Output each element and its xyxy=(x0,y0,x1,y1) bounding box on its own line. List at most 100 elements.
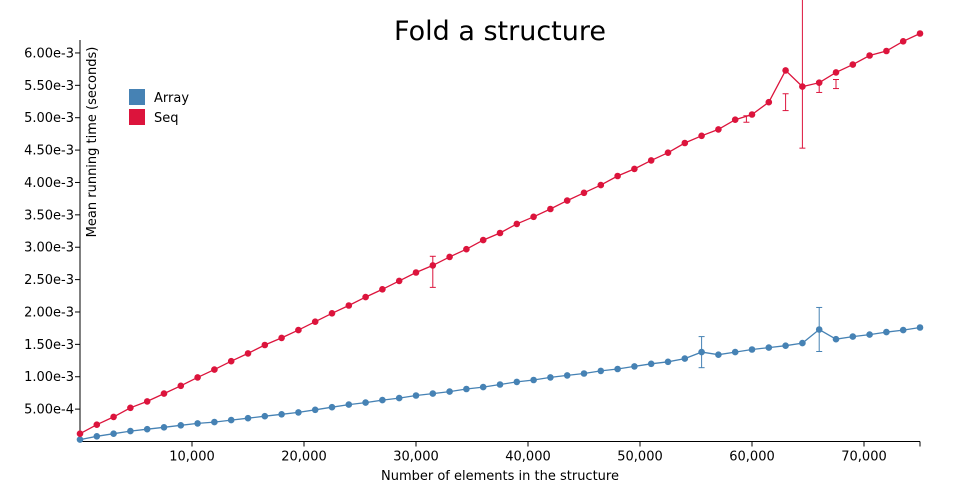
data-point-seq xyxy=(731,116,739,123)
x-tick-label: 60,000 xyxy=(729,450,775,465)
y-tick-label: 2.50e-3 xyxy=(24,273,74,288)
x-tick-label: 70,000 xyxy=(841,450,887,465)
data-point-array xyxy=(597,367,605,375)
data-point-array xyxy=(799,339,806,347)
data-point-array xyxy=(563,372,571,379)
data-point-array xyxy=(748,346,756,353)
data-point-seq xyxy=(244,350,252,357)
y-axis-label: Mean running time (seconds) xyxy=(85,47,100,238)
legend-label-seq: Seq xyxy=(154,111,179,126)
data-point-array xyxy=(631,363,638,370)
series-layer xyxy=(76,0,924,443)
data-point-seq xyxy=(127,404,134,412)
data-point-seq xyxy=(765,98,773,106)
data-point-array xyxy=(143,425,151,433)
chart-title: Fold a structure xyxy=(394,16,606,47)
data-point-array xyxy=(177,422,185,429)
y-tick-label: 1.00e-3 xyxy=(24,370,74,385)
data-point-seq xyxy=(93,421,101,429)
data-point-seq xyxy=(261,341,269,349)
data-point-array xyxy=(479,383,487,391)
data-point-array xyxy=(765,344,773,351)
data-point-seq xyxy=(278,334,285,342)
data-point-seq xyxy=(681,139,689,147)
y-tick-label: 4.50e-3 xyxy=(24,144,74,159)
data-point-array xyxy=(832,335,840,343)
data-point-array xyxy=(227,416,235,424)
legend: Array Seq xyxy=(129,89,189,126)
data-point-seq xyxy=(479,236,487,244)
y-tick-label: 6.00e-3 xyxy=(24,46,74,61)
data-point-seq xyxy=(866,52,873,59)
data-point-array xyxy=(547,374,554,381)
axes: 10,000 20,000 30,000 40,000 50,000 60,000 70,0… xyxy=(24,40,921,465)
data-point-array xyxy=(429,390,437,397)
data-point-array xyxy=(513,378,521,386)
data-point-array xyxy=(244,414,252,422)
data-point-seq xyxy=(883,47,890,55)
data-point-seq xyxy=(143,398,151,405)
data-point-array xyxy=(899,326,907,334)
data-point-array xyxy=(496,381,504,388)
data-point-array xyxy=(362,399,369,406)
data-point-seq xyxy=(160,390,168,397)
data-point-seq xyxy=(563,197,571,204)
data-point-array xyxy=(849,333,857,340)
y-tick-label: 3.00e-3 xyxy=(24,241,74,256)
data-point-array xyxy=(883,328,890,336)
data-point-seq xyxy=(832,69,840,76)
data-point-array xyxy=(278,411,285,418)
data-point-seq xyxy=(295,326,302,334)
data-point-array xyxy=(93,433,101,440)
data-point-array xyxy=(866,331,873,338)
y-tick-label: 5.00e-4 xyxy=(24,403,74,418)
data-point-array xyxy=(412,392,420,399)
data-point-array xyxy=(782,342,789,350)
data-point-seq xyxy=(110,413,117,421)
x-axis-label: Number of elements in the structure xyxy=(381,469,619,484)
y-tick-label: 3.50e-3 xyxy=(24,208,74,223)
data-point-seq xyxy=(311,318,319,326)
y-tick-label: 4.00e-3 xyxy=(24,176,74,191)
data-point-array xyxy=(345,401,353,408)
x-tick-label: 10,000 xyxy=(169,450,215,465)
data-point-array xyxy=(664,358,672,366)
data-point-seq xyxy=(597,181,605,189)
data-point-array xyxy=(715,351,722,359)
data-point-seq xyxy=(211,366,218,373)
data-point-seq xyxy=(227,357,235,365)
data-point-seq xyxy=(177,382,185,390)
data-point-seq xyxy=(698,132,705,140)
data-point-seq xyxy=(328,310,336,317)
data-point-seq xyxy=(782,67,789,74)
data-point-array xyxy=(395,394,403,402)
data-point-seq xyxy=(395,277,403,285)
data-point-array xyxy=(580,370,588,377)
y-tick-label: 1.50e-3 xyxy=(24,338,74,353)
data-point-seq xyxy=(362,293,369,301)
x-tick-label: 40,000 xyxy=(505,450,551,465)
data-point-seq xyxy=(496,229,504,237)
data-point-seq xyxy=(916,30,924,37)
y-tick-label: 2.00e-3 xyxy=(24,305,74,320)
data-point-array xyxy=(698,348,705,356)
data-point-seq xyxy=(815,79,823,86)
data-point-array xyxy=(328,403,336,411)
data-point-seq xyxy=(899,38,907,45)
x-tick-label: 30,000 xyxy=(393,450,439,465)
data-point-seq xyxy=(580,189,588,197)
legend-swatch-seq xyxy=(129,109,145,125)
data-point-array xyxy=(211,418,218,426)
data-point-seq xyxy=(76,430,84,438)
data-point-seq xyxy=(799,83,806,90)
data-point-seq xyxy=(547,205,554,213)
data-point-array xyxy=(127,427,134,435)
data-point-array xyxy=(311,406,319,414)
data-point-seq xyxy=(429,262,437,269)
data-point-array xyxy=(530,376,537,384)
data-point-seq xyxy=(379,286,386,293)
data-point-array xyxy=(194,420,201,427)
data-point-array xyxy=(110,430,117,438)
series-array xyxy=(76,306,924,443)
